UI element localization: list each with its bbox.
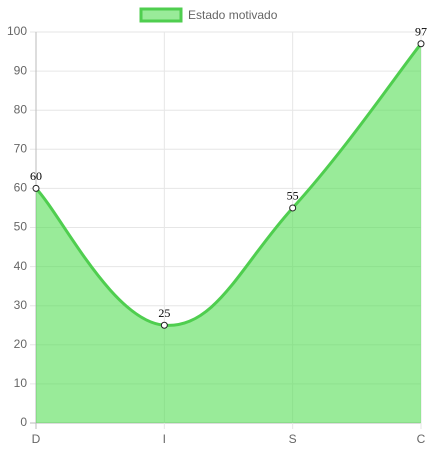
legend-label: Estado motivado [188,8,278,22]
x-tick-label: S [289,432,297,446]
y-tick-label: 50 [14,220,28,234]
y-tick-label: 20 [14,337,28,351]
data-label: 60 [30,169,42,183]
point [32,184,40,192]
y-tick-label: 10 [14,376,28,390]
line [34,42,423,327]
y-tick-label: 60 [14,181,28,195]
point [160,321,168,329]
y-tick-label: 90 [14,63,28,77]
area [36,43,421,423]
y-tick-label: 40 [14,259,28,273]
point [417,40,425,48]
data-label: 55 [287,189,299,203]
point [289,204,297,212]
y-tick-label: 100 [7,24,27,38]
data-label: 97 [415,24,427,38]
data-label: 25 [158,306,170,320]
x-tick-label: I [163,432,166,446]
y-tick-label: 70 [14,141,28,155]
y-tick-label: 0 [20,415,27,429]
legend-swatch [139,7,183,23]
x-tick-label: C [417,432,426,446]
x-tick-label: D [32,432,41,446]
y-tick-label: 30 [14,298,28,312]
y-tick-label: 80 [14,102,28,116]
